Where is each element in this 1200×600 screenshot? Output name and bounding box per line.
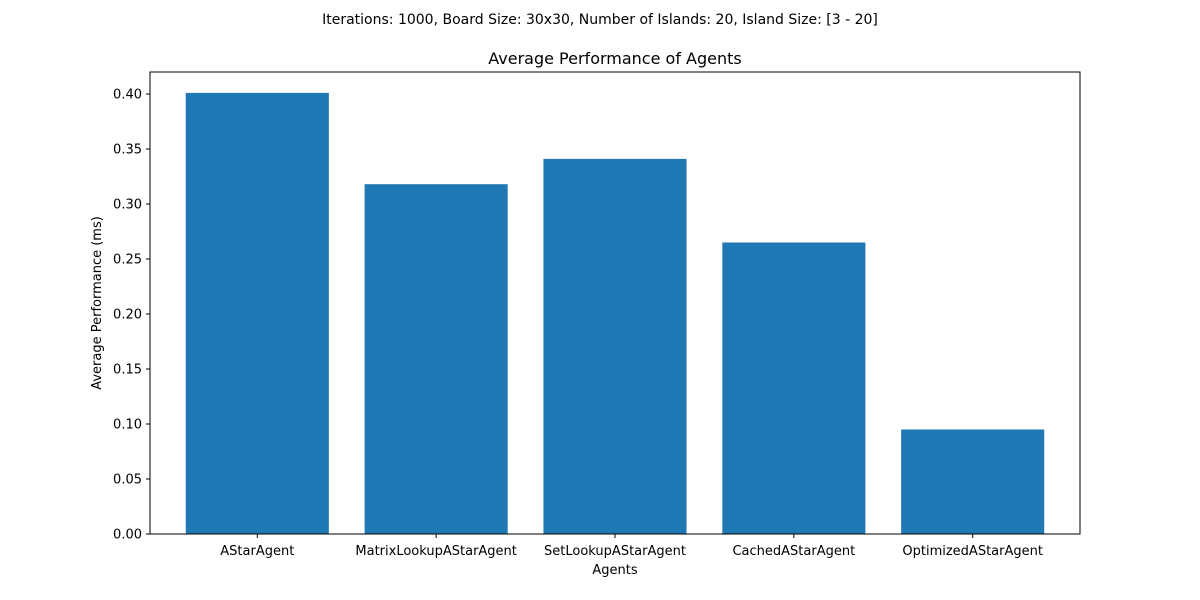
y-tick-label: 0.20	[113, 308, 142, 323]
y-tick-label: 0.30	[113, 198, 142, 213]
y-tick-label: 0.10	[113, 418, 142, 433]
y-tick-label: 0.00	[113, 528, 142, 543]
x-tick-label: AStarAgent	[220, 544, 294, 559]
y-tick-label: 0.35	[113, 143, 142, 158]
x-axis-label: Agents	[592, 563, 637, 578]
chart-suptitle: Iterations: 1000, Board Size: 30x30, Num…	[322, 12, 878, 28]
y-axis-label: Average Performance (ms)	[90, 216, 105, 390]
bar-matrixlookupastaragent	[364, 184, 508, 534]
bar-astaragent	[185, 92, 329, 535]
bar-cachedastaragent	[722, 242, 866, 534]
x-tick-label: SetLookupAStarAgent	[544, 544, 686, 559]
y-axis: 0.00 0.05 0.10 0.15 0.20 0.25 0.30 0.35 0.40	[113, 88, 150, 543]
bars-group	[185, 92, 1045, 535]
x-tick-label: CachedAStarAgent	[732, 544, 855, 559]
y-tick-label: 0.15	[113, 363, 142, 378]
x-tick-label: MatrixLookupAStarAgent	[355, 544, 517, 559]
bar-optimizedastaragent	[901, 429, 1045, 534]
y-tick-label: 0.25	[113, 253, 142, 268]
y-tick-label: 0.40	[113, 88, 142, 103]
plot-frame	[149, 71, 1081, 535]
chart-title: Average Performance of Agents	[488, 49, 741, 68]
y-tick-label: 0.05	[113, 473, 142, 488]
bar-setlookupastaragent	[543, 158, 687, 534]
x-tick-label: OptimizedAStarAgent	[902, 544, 1043, 559]
x-axis: AStarAgent MatrixLookupAStarAgent SetLooku…	[220, 534, 1043, 559]
